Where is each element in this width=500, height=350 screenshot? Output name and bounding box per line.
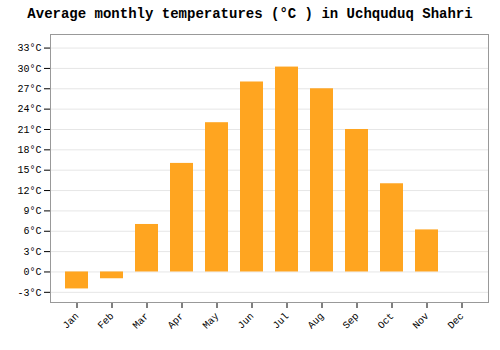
svg-text:27°C: 27°C bbox=[17, 84, 41, 95]
svg-text:Apr: Apr bbox=[166, 311, 187, 332]
svg-text:Feb: Feb bbox=[96, 311, 117, 332]
svg-text:24°C: 24°C bbox=[17, 104, 41, 115]
html-text:Average monthly temperatures (: Average monthly temperatures (°C ) in Uc… bbox=[27, 6, 473, 22]
svg-text:Aug: Aug bbox=[306, 311, 327, 332]
svg-text:Jul: Jul bbox=[271, 311, 292, 332]
svg-text:Oct: Oct bbox=[376, 311, 397, 332]
svg-text:May: May bbox=[201, 311, 222, 332]
svg-text:15°C: 15°C bbox=[17, 165, 41, 176]
svg-text:Dec: Dec bbox=[446, 311, 467, 332]
svg-text:3°C: 3°C bbox=[23, 247, 41, 258]
svg-text:18°C: 18°C bbox=[17, 145, 41, 156]
svg-text:12°C: 12°C bbox=[17, 186, 41, 197]
svg-text:9°C: 9°C bbox=[23, 206, 41, 217]
svg-text:Nov: Nov bbox=[411, 311, 432, 332]
svg-text:Sep: Sep bbox=[341, 311, 362, 332]
svg-text:6°C: 6°C bbox=[23, 226, 41, 237]
svg-text:Jan: Jan bbox=[61, 311, 82, 332]
svg-text:30°C: 30°C bbox=[17, 64, 41, 75]
svg-text:Jun: Jun bbox=[236, 311, 257, 332]
svg-text:0°C: 0°C bbox=[23, 267, 41, 278]
svg-text:33°C: 33°C bbox=[17, 43, 41, 54]
svg-text:-3°C: -3°C bbox=[17, 288, 41, 299]
svg-text:21°C: 21°C bbox=[17, 125, 41, 136]
svg-text:Mar: Mar bbox=[131, 311, 152, 332]
